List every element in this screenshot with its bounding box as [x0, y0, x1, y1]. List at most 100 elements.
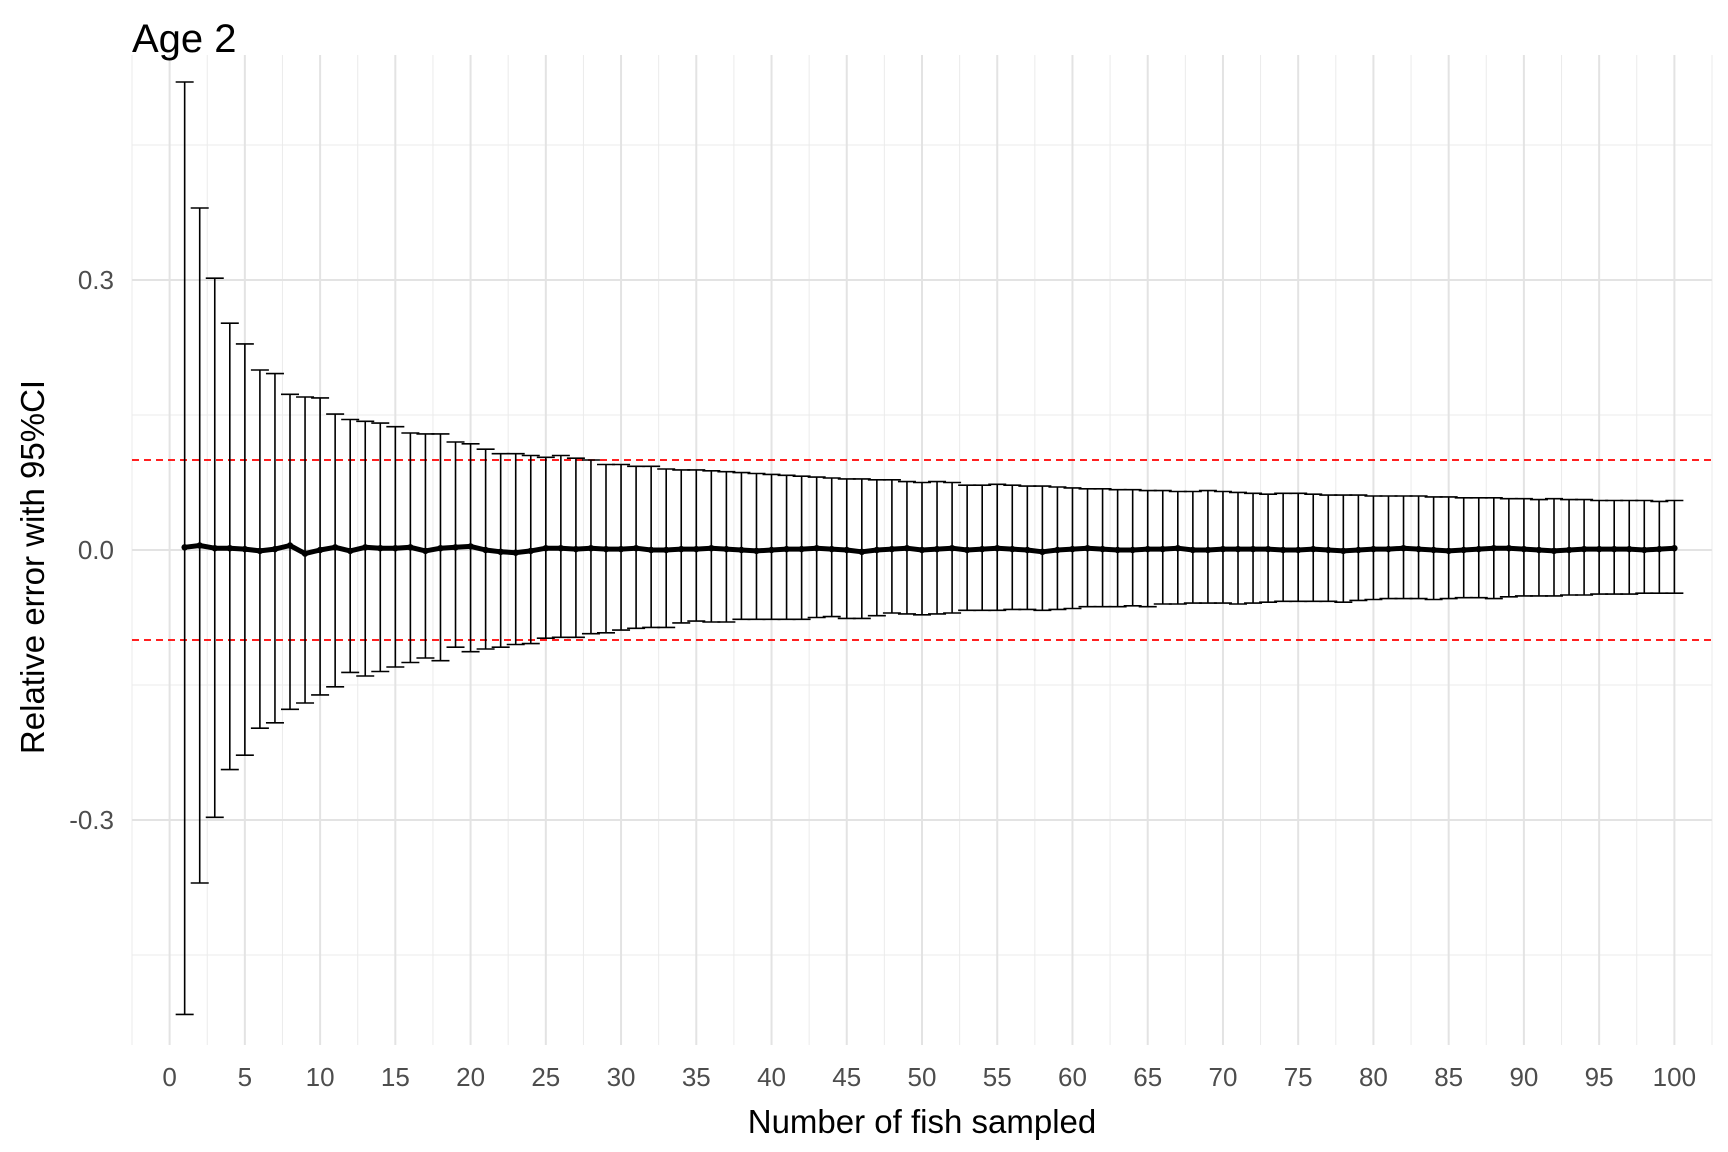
mean-point — [482, 546, 489, 554]
mean-point — [181, 544, 188, 551]
mean-point — [301, 550, 309, 557]
mean-point — [1671, 545, 1678, 552]
mean-point — [256, 547, 264, 555]
mean-point — [1129, 546, 1136, 554]
mean-point — [723, 545, 730, 553]
mean-point — [286, 542, 294, 549]
x-tick-label: 80 — [1359, 1062, 1388, 1092]
x-tick-label: 90 — [1509, 1062, 1538, 1092]
mean-point — [1580, 545, 1588, 553]
mean-point — [1054, 546, 1061, 554]
mean-point — [1099, 545, 1106, 553]
mean-point — [1641, 546, 1648, 554]
mean-point — [1656, 545, 1663, 553]
mean-point — [1144, 545, 1151, 553]
y-tick-label: 0.0 — [78, 535, 114, 565]
mean-point — [437, 545, 444, 552]
mean-point — [331, 544, 339, 551]
error-bar — [311, 397, 330, 696]
mean-point — [392, 545, 399, 552]
mean-point — [1114, 546, 1121, 554]
mean-point — [572, 545, 580, 553]
mean-point — [903, 545, 911, 552]
mean-point — [1024, 546, 1031, 554]
error-bar — [281, 393, 299, 711]
mean-point — [226, 545, 234, 552]
mean-point — [1595, 545, 1603, 553]
mean-point — [467, 543, 474, 550]
mean-point — [1009, 545, 1016, 553]
mean-point — [738, 546, 745, 554]
mean-line — [181, 542, 1678, 557]
mean-point — [1626, 545, 1633, 553]
mean-point — [768, 546, 775, 554]
mean-point — [708, 545, 715, 552]
mean-point — [617, 545, 625, 553]
mean-point — [422, 547, 429, 555]
mean-point — [1174, 545, 1182, 552]
chart-title: Age 2 — [132, 17, 237, 61]
x-tick-label: 10 — [306, 1062, 335, 1092]
x-tick-label: 95 — [1585, 1062, 1614, 1092]
error-bar — [506, 452, 525, 646]
error-bar — [416, 433, 435, 659]
mean-point — [1505, 545, 1513, 552]
mean-point — [1069, 545, 1076, 553]
mean-point — [888, 545, 896, 553]
mean-point — [1520, 545, 1528, 553]
y-tick-label: 0.3 — [78, 265, 114, 295]
mean-point — [362, 544, 369, 551]
mean-point — [271, 545, 279, 553]
mean-point — [512, 549, 519, 556]
mean-point — [1445, 547, 1452, 555]
mean-point — [1189, 546, 1197, 554]
mean-point — [587, 545, 595, 552]
mean-point — [813, 545, 820, 552]
mean-point — [1490, 545, 1498, 552]
mean-point — [542, 545, 550, 552]
mean-point — [1249, 545, 1257, 553]
error-bar — [687, 469, 706, 622]
mean-point — [1550, 547, 1558, 555]
tick-labels: 0 5 10 15 20 25 30 35 40 45 50 55 60 65 70 75 80 85 90 95 10… — [69, 265, 1696, 1092]
mean-point — [1340, 547, 1347, 555]
mean-point — [557, 545, 565, 552]
mean-point — [1355, 546, 1362, 554]
mean-point — [1219, 545, 1227, 553]
mean-series-line — [184, 543, 1675, 557]
mean-point — [407, 544, 414, 551]
mean-point — [1084, 545, 1091, 552]
x-tick-label: 100 — [1653, 1062, 1696, 1092]
mean-point — [1400, 545, 1407, 552]
y-tick-label: -0.3 — [69, 805, 114, 835]
error-bar — [341, 418, 360, 674]
mean-point — [843, 546, 850, 554]
x-tick-label: 65 — [1133, 1062, 1162, 1092]
mean-point — [994, 545, 1001, 552]
mean-point — [1159, 545, 1166, 553]
mean-point — [933, 545, 941, 553]
x-tick-label: 40 — [757, 1062, 786, 1092]
x-tick-label: 45 — [832, 1062, 861, 1092]
x-tick-label: 0 — [162, 1062, 176, 1092]
mean-point — [316, 546, 324, 554]
mean-point — [346, 547, 354, 555]
mean-point — [1535, 546, 1543, 554]
mean-point — [1415, 545, 1422, 553]
mean-point — [241, 545, 249, 553]
mean-point — [1039, 548, 1046, 555]
error-bar — [1033, 485, 1052, 612]
mean-point — [1460, 546, 1467, 554]
mean-point — [783, 545, 790, 553]
mean-point — [497, 548, 504, 555]
mean-point — [602, 545, 610, 553]
mean-point — [527, 547, 534, 555]
mean-point — [1294, 546, 1302, 554]
mean-point — [918, 546, 926, 554]
error-bar — [1545, 497, 1563, 597]
x-tick-label: 55 — [983, 1062, 1012, 1092]
mean-point — [798, 545, 805, 553]
mean-point — [963, 546, 971, 554]
x-tick-label: 75 — [1284, 1062, 1313, 1092]
